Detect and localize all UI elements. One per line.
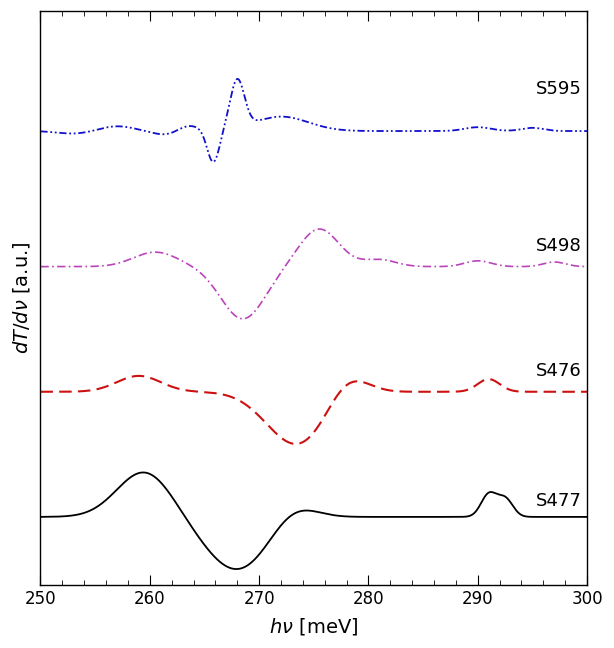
X-axis label: $h\nu$ [meV]: $h\nu$ [meV] [269,616,359,637]
Y-axis label: $dT/d\nu$ [a.u.]: $dT/d\nu$ [a.u.] [11,242,32,354]
Text: S476: S476 [536,362,581,380]
Text: S477: S477 [536,492,581,510]
Text: S595: S595 [536,80,581,98]
Text: S498: S498 [536,237,581,255]
